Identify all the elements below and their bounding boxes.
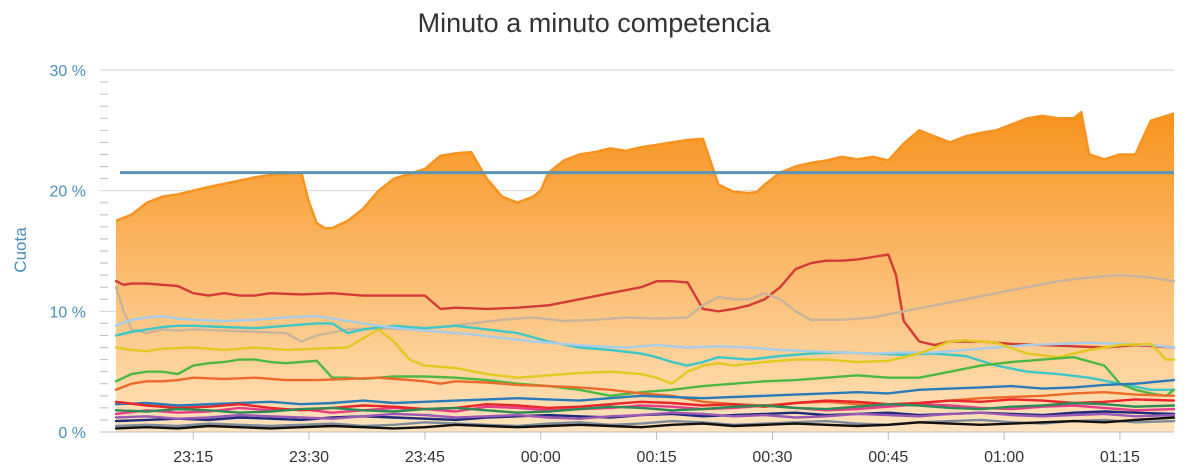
- x-tick-label: 00:30: [752, 449, 792, 466]
- chart-title: Minuto a minuto competencia: [417, 8, 771, 38]
- x-tick-label: 01:15: [1100, 449, 1140, 466]
- y-tick-label: 30 %: [50, 63, 86, 80]
- y-tick-label: 10 %: [50, 304, 86, 321]
- series-layer: [114, 110, 1176, 432]
- x-tick-label: 00:00: [521, 449, 561, 466]
- y-tick-label: 20 %: [50, 184, 86, 201]
- axes: 0 % 10 % 20 % 30 % 23:15 23:30 23:45 00:00 00:15…: [50, 63, 1174, 466]
- series-line-15: [114, 416, 1176, 430]
- x-tick-label: 00:45: [868, 449, 908, 466]
- series-line-4: [114, 315, 1176, 355]
- x-tick-label: 00:15: [637, 449, 677, 466]
- series-line-14: [114, 401, 1176, 414]
- series-line-5: [114, 328, 1176, 385]
- area-line: [115, 110, 1175, 230]
- series-line-3: [114, 322, 1176, 391]
- x-tick-label: 23:45: [405, 449, 445, 466]
- y-axis-label: Cuota: [11, 227, 30, 273]
- series-line-8: [114, 378, 1176, 407]
- series-line-7: [114, 376, 1176, 407]
- y-tick-label: 0 %: [58, 425, 86, 442]
- area-fill: [116, 112, 1174, 432]
- series-line-1: [114, 253, 1176, 349]
- series-line-13: [114, 411, 1176, 420]
- x-tick-label: 23:15: [173, 449, 213, 466]
- series-line-2: [114, 273, 1176, 343]
- x-tick-label: 23:30: [289, 449, 329, 466]
- series-line-12: [114, 418, 1176, 428]
- x-tick-label: 01:00: [984, 449, 1024, 466]
